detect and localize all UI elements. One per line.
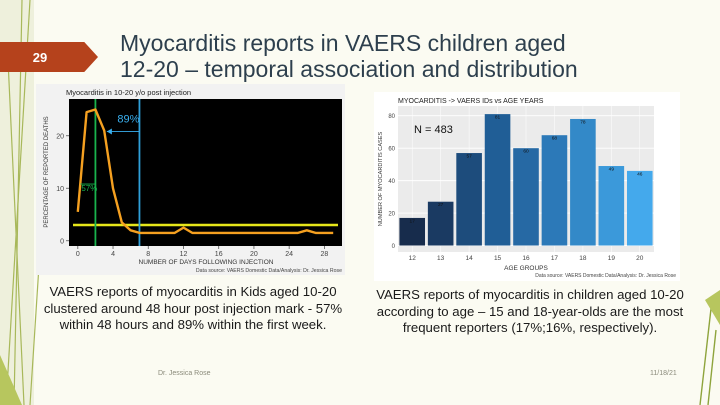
chart-title: Myocarditis in 10-20 y/o post injection <box>66 88 191 97</box>
bar-value-label: 68 <box>552 136 558 142</box>
bar-value-label: 49 <box>609 167 615 173</box>
bar-chart-panel: MYOCARDITIS -> VAERS IDs vs AGE YEARS NU… <box>374 92 680 281</box>
x-axis-label: NUMBER OF DAYS FOLLOWING INJECTION <box>139 259 274 266</box>
annotation-label: 89% <box>117 114 139 126</box>
footer-author: Dr. Jessica Rose <box>158 370 211 377</box>
sample-size-annotation: N = 483 <box>414 124 453 136</box>
x-tick-label: 28 <box>320 251 328 258</box>
x-tick-label: 15 <box>494 255 502 262</box>
bar-value-label: 27 <box>438 202 444 208</box>
bar <box>399 217 426 246</box>
x-tick-label: 19 <box>608 255 616 262</box>
bar <box>427 201 454 246</box>
x-tick-label: 13 <box>437 255 445 262</box>
line-chart: Myocarditis in 10-20 y/o post injection … <box>36 84 345 275</box>
bar-value-label: 57 <box>466 154 472 160</box>
bar <box>570 118 596 246</box>
x-tick-label: 16 <box>522 255 530 262</box>
y-tick-label: 0 <box>392 244 396 250</box>
x-axis-label: AGE GROUPS <box>504 265 548 272</box>
x-tick-label: 0 <box>76 251 80 258</box>
bar <box>626 170 653 246</box>
bar <box>484 114 511 246</box>
x-tick-label: 12 <box>409 255 417 262</box>
left-caption: VAERS reports of myocarditis in Kids age… <box>43 284 343 332</box>
bar <box>541 135 568 246</box>
y-tick-label: 20 <box>56 133 64 140</box>
x-tick-label: 20 <box>250 251 258 258</box>
slide-number-badge: 29 <box>0 42 98 72</box>
y-tick-label: 10 <box>56 186 64 193</box>
x-tick-label: 20 <box>636 255 644 262</box>
y-axis-label: NUMBER OF MYOCARDITIS CASES <box>378 131 384 226</box>
bar <box>456 153 482 246</box>
y-tick-label: 20 <box>388 211 395 217</box>
plot-area <box>69 99 342 246</box>
y-tick-label: 60 <box>388 146 395 152</box>
source-note: Data source: VAERS Domestic Data/Analysi… <box>196 268 342 274</box>
x-tick-label: 18 <box>579 255 587 262</box>
x-tick-label: 4 <box>111 251 115 258</box>
bar-value-label: 46 <box>637 171 643 177</box>
bar-value-label: 60 <box>523 149 529 155</box>
annotation-label: 57% <box>81 184 97 193</box>
x-tick-label: 24 <box>285 251 293 258</box>
bar-value-label: 17 <box>410 218 416 224</box>
slide-title: Myocarditis reports in VAERS children ag… <box>120 30 680 82</box>
bar <box>598 166 625 246</box>
title-line-2: 12-20 – temporal association and distrib… <box>120 56 578 82</box>
right-caption: VAERS reports of myocarditis in children… <box>376 287 684 335</box>
bar-value-label: 78 <box>580 119 586 125</box>
footer-date: 11/18/21 <box>650 370 677 377</box>
x-tick-label: 14 <box>465 255 473 262</box>
y-tick-label: 0 <box>60 238 64 245</box>
bar <box>513 148 539 246</box>
bar-chart: MYOCARDITIS -> VAERS IDs vs AGE YEARS NU… <box>374 92 680 281</box>
x-tick-label: 16 <box>215 251 223 258</box>
title-line-1: Myocarditis reports in VAERS children ag… <box>120 30 566 56</box>
y-tick-label: 80 <box>388 114 395 120</box>
annotation-arrowhead <box>106 128 112 135</box>
y-tick-label: 40 <box>388 179 395 185</box>
y-axis-label: PERCENTAGE OF REPORTED DEATHS <box>44 116 50 227</box>
chart-title: MYOCARDITIS -> VAERS IDs vs AGE YEARS <box>398 98 544 105</box>
series-line <box>76 108 334 235</box>
x-tick-label: 12 <box>180 251 188 258</box>
source-note: Data source: VAERS Domestic Data/Analysi… <box>535 273 676 279</box>
x-tick-label: 8 <box>146 251 150 258</box>
line-chart-panel: Myocarditis in 10-20 y/o post injection … <box>36 84 345 275</box>
bar-value-label: 81 <box>495 115 501 121</box>
x-tick-label: 17 <box>551 255 559 262</box>
slide-number: 29 <box>32 49 48 65</box>
